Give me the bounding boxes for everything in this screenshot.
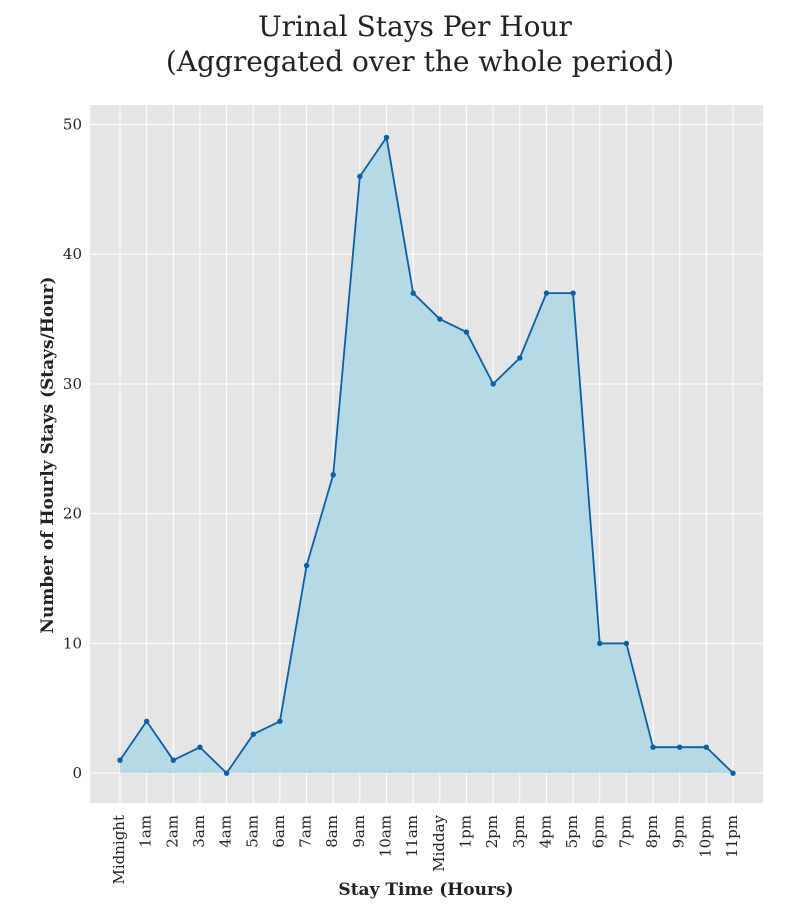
x-tick-label-5pm: 5pm (563, 815, 581, 848)
data-point-9pm (676, 744, 683, 750)
data-point-5am (250, 731, 256, 737)
x-tick-label-2pm: 2pm (483, 815, 501, 848)
data-point-4am (223, 770, 230, 776)
data-point-11pm (730, 770, 736, 776)
data-point-9am (357, 173, 363, 180)
data-point-5pm (570, 290, 576, 296)
data-point-6am (277, 718, 283, 724)
x-tick-label-8pm: 8pm (643, 815, 661, 848)
x-tick-label-midnight: Midnight (110, 815, 128, 885)
data-point-midnight (117, 757, 123, 763)
data-point-midday (437, 316, 443, 322)
x-tick-label-4pm: 4pm (536, 815, 554, 848)
x-tick-label-1am: 1am (137, 815, 155, 848)
data-point-1pm (463, 329, 470, 335)
x-tick-label-6pm: 6pm (590, 815, 608, 848)
data-point-1am (143, 718, 150, 724)
x-tick-label-2am: 2am (163, 815, 181, 848)
y-tick-label-40: 40 (63, 245, 82, 263)
area-fill (120, 137, 733, 774)
x-axis-label: Stay Time (Hours) (338, 880, 513, 900)
data-layer (117, 134, 736, 776)
data-point-3pm (517, 355, 523, 361)
y-tick-label-20: 20 (63, 505, 82, 523)
x-tick-label-9am: 9am (350, 815, 368, 848)
tick-labels: 0 10 20 30 40 50 Midnight 1am 2am 3am 4am 5am 6am 7am… (63, 115, 741, 884)
data-point-4pm (543, 290, 550, 296)
x-tick-label-6am: 6am (270, 815, 288, 848)
data-point-10am (383, 134, 390, 141)
y-tick-label-30: 30 (63, 375, 82, 393)
data-point-3am (197, 744, 203, 750)
data-point-7am (303, 562, 310, 569)
data-point-2pm (490, 381, 496, 387)
y-tick-label-50: 50 (63, 115, 82, 133)
series-line (119, 136, 734, 775)
y-tick-label-10: 10 (63, 634, 82, 652)
data-point-6pm (597, 640, 603, 647)
x-tick-label-9pm: 9pm (670, 815, 688, 848)
data-point-8pm (650, 744, 656, 750)
data-point-2am (170, 757, 177, 763)
chart-title-line2: (Aggregated over the whole period) (166, 45, 674, 78)
x-tick-label-11am: 11am (403, 815, 421, 857)
data-point-8am (330, 472, 336, 478)
x-tick-label-7pm: 7pm (616, 815, 634, 848)
x-tick-label-3am: 3am (190, 815, 208, 848)
y-axis-label: Number of Hourly Stays (Stays/Hour) (38, 276, 58, 633)
x-tick-label-midday: Midday (430, 814, 448, 871)
x-tick-label-10pm: 10pm (696, 815, 714, 858)
x-tick-label-4am: 4am (217, 815, 235, 848)
x-tick-label-10am: 10am (377, 815, 395, 857)
data-point-10pm (703, 744, 710, 750)
x-tick-label-1pm: 1pm (456, 815, 474, 848)
chart-title-line1: Urinal Stays Per Hour (258, 10, 572, 43)
y-tick-label-0: 0 (72, 764, 82, 782)
x-tick-label-5am: 5am (243, 815, 261, 848)
data-point-11am (410, 290, 416, 296)
data-point-7pm (623, 640, 630, 647)
x-tick-label-11pm: 11pm (723, 815, 741, 858)
x-tick-label-8am: 8am (323, 815, 341, 848)
x-tick-label-7am: 7am (297, 815, 315, 848)
x-tick-label-3pm: 3pm (510, 815, 528, 848)
